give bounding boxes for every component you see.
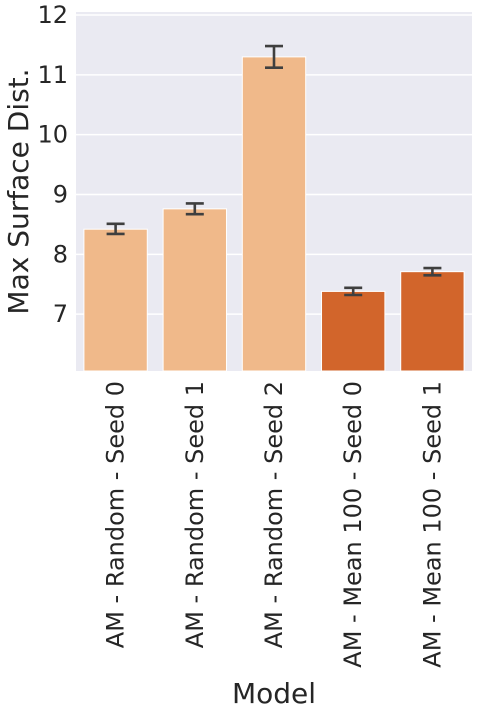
bars	[83, 56, 465, 372]
error-bars	[106, 44, 442, 297]
x-tick-label: AM - Random - Seed 2	[260, 381, 288, 648]
y-tick-label: 11	[37, 61, 68, 89]
x-tick-label: AM - Random - Seed 1	[181, 381, 209, 648]
x-tick-label: AM - Mean 100 - Seed 1	[418, 381, 446, 668]
x-axis-label: Model	[232, 677, 316, 710]
x-tick-labels: AM - Random - Seed 0 AM - Random - Seed 1…	[102, 381, 447, 668]
bar	[83, 228, 148, 372]
bar	[162, 208, 227, 372]
y-tick-label: 7	[53, 300, 68, 328]
y-tick-label: 10	[37, 121, 68, 149]
bar	[400, 271, 465, 372]
y-tick-labels: 7 8 9 10 11 12	[37, 1, 68, 328]
y-tick-label: 8	[53, 240, 68, 268]
y-tick-label: 9	[53, 180, 68, 208]
bar	[321, 290, 386, 372]
bar	[241, 56, 307, 372]
x-tick-label: AM - Mean 100 - Seed 0	[339, 381, 367, 668]
x-tick-label: AM - Random - Seed 0	[102, 381, 130, 648]
y-tick-label: 12	[37, 1, 68, 29]
y-axis-label: Max Surface Dist.	[2, 68, 35, 314]
